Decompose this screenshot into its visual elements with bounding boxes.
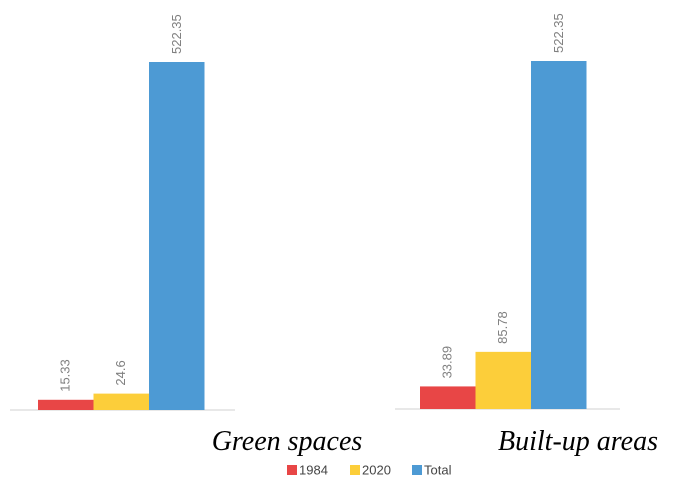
legend-label: 2020	[362, 462, 391, 477]
chart-title: Built-up areas	[498, 426, 658, 457]
value-label: 522.35	[169, 14, 184, 54]
chart-title: Green spaces	[212, 426, 363, 457]
legend-swatch	[412, 465, 422, 475]
bar	[531, 61, 587, 409]
value-label: 522.35	[551, 13, 566, 53]
bar	[93, 393, 149, 410]
legend-label: Total	[424, 462, 452, 477]
legend-swatch	[287, 465, 297, 475]
legend-swatch	[350, 465, 360, 475]
value-label: 15.33	[58, 359, 73, 392]
value-label: 85.78	[495, 311, 510, 344]
bar	[420, 386, 476, 409]
value-label: 24.6	[113, 360, 128, 385]
legend-label: 1984	[299, 462, 328, 477]
value-label: 33.89	[440, 346, 455, 379]
bar	[149, 62, 205, 410]
bar	[475, 351, 531, 409]
bar	[38, 399, 94, 410]
